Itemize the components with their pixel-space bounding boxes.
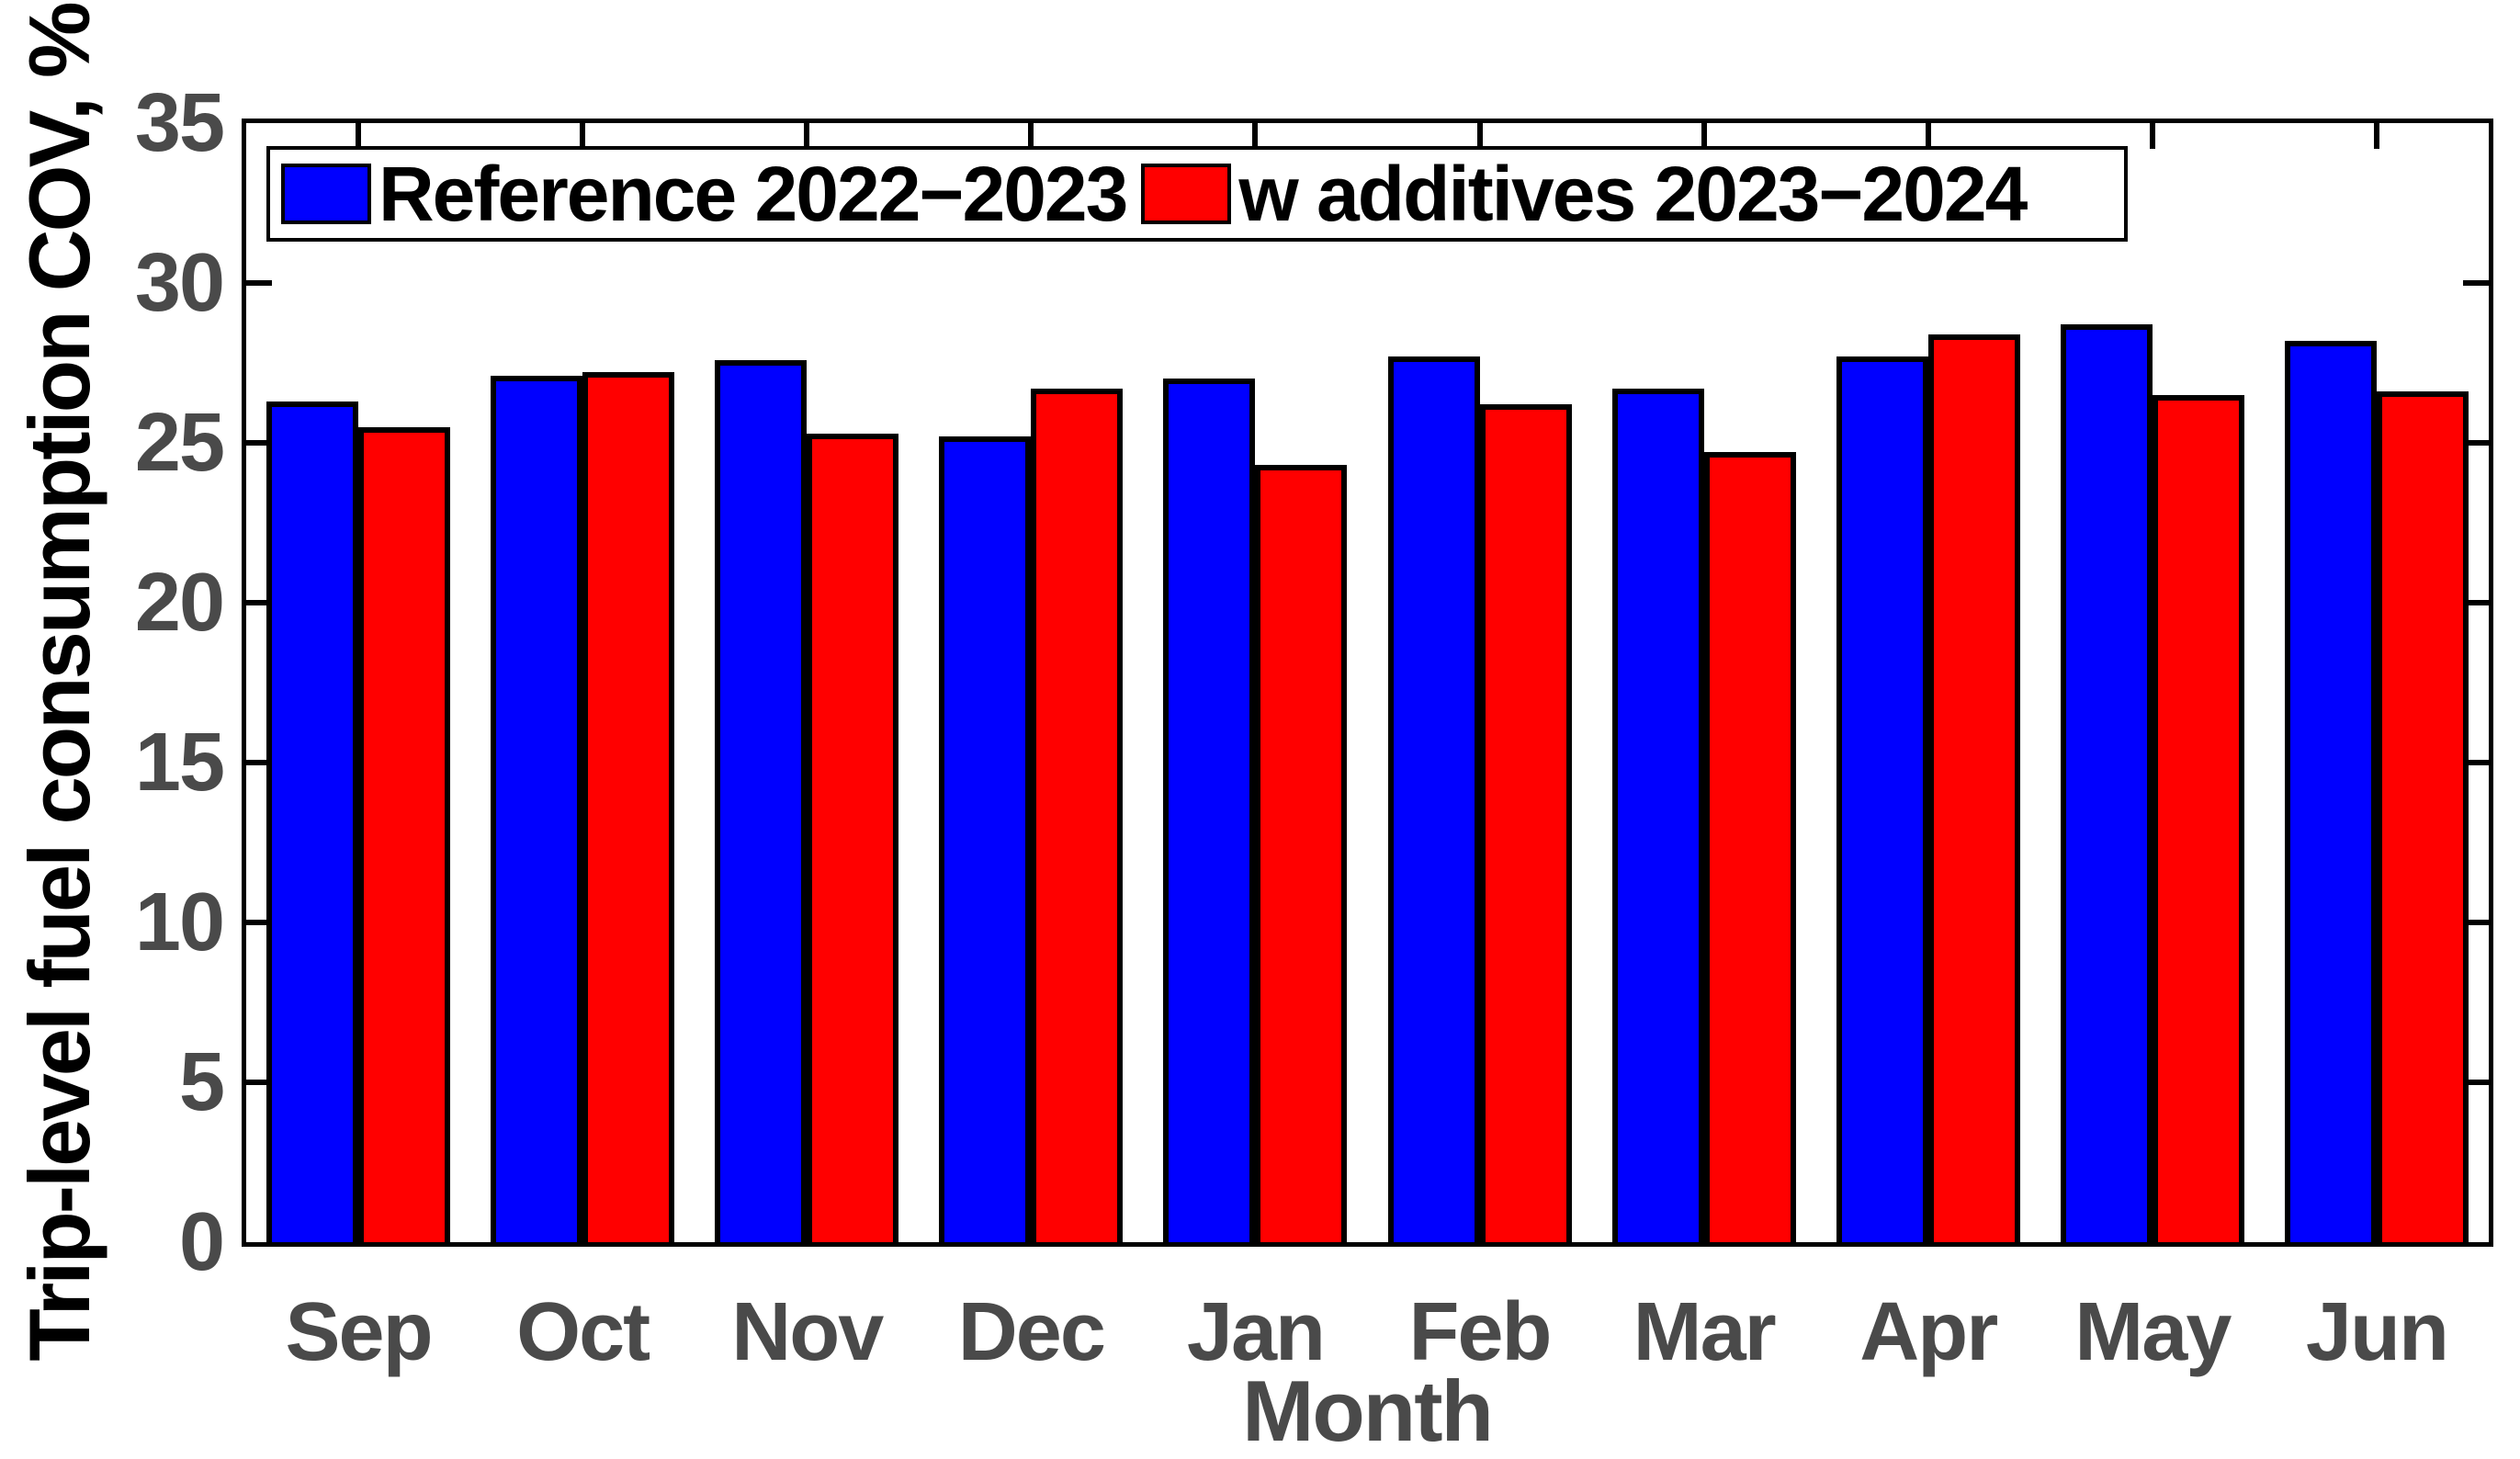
y-tick-mark-left-15 xyxy=(246,760,272,765)
y-tick-label-15: 15 xyxy=(134,717,225,809)
bar-jan-additives xyxy=(1255,465,1348,1242)
y-tick-label-30: 30 xyxy=(134,237,225,329)
y-tick-label-20: 20 xyxy=(134,557,225,649)
bar-oct-additives xyxy=(582,372,675,1242)
x-tick-mark-top-may xyxy=(2149,123,2155,149)
y-tick-mark-left-20 xyxy=(246,600,272,605)
x-tick-mark-top-nov xyxy=(804,123,810,149)
bar-oct-reference xyxy=(491,376,583,1242)
legend: Reference 2022−2023 w additives 2023−202… xyxy=(266,146,2128,242)
x-tick-label-mar: Mar xyxy=(1633,1286,1777,1378)
bar-sep-reference xyxy=(266,402,359,1242)
bar-jun-reference xyxy=(2284,341,2377,1242)
x-tick-label-jun: Jun xyxy=(2305,1286,2449,1378)
bar-dec-reference xyxy=(939,436,1032,1242)
bar-sep-additives xyxy=(358,427,451,1242)
x-tick-mark-top-apr xyxy=(1925,123,1931,149)
y-tick-label-35: 35 xyxy=(134,77,225,169)
bar-feb-additives xyxy=(1479,404,1572,1242)
y-tick-label-5: 5 xyxy=(178,1036,225,1128)
bar-apr-reference xyxy=(1836,356,1928,1242)
legend-item-reference: Reference 2022−2023 xyxy=(281,150,1128,239)
bar-may-additives xyxy=(2152,395,2244,1242)
bar-may-reference xyxy=(2060,324,2153,1242)
bar-nov-additives xyxy=(807,434,899,1242)
x-tick-label-may: May xyxy=(2074,1286,2232,1378)
x-tick-mark-top-jan xyxy=(1252,123,1259,149)
y-tick-mark-right-25 xyxy=(2463,440,2489,446)
plot-area: Reference 2022−2023 w additives 2023−202… xyxy=(242,119,2493,1247)
bar-mar-additives xyxy=(1703,452,1796,1242)
legend-item-additives: w additives 2023−2024 xyxy=(1141,150,2028,239)
bar-dec-additives xyxy=(1031,389,1124,1242)
x-tick-mark-top-dec xyxy=(1028,123,1034,149)
y-tick-mark-left-10 xyxy=(246,920,272,925)
x-tick-label-nov: Nov xyxy=(731,1286,884,1378)
legend-label-additives: w additives 2023−2024 xyxy=(1238,150,2028,237)
x-tick-label-oct: Oct xyxy=(516,1286,650,1378)
y-tick-mark-right-5 xyxy=(2463,1080,2489,1085)
y-tick-label-0: 0 xyxy=(178,1196,225,1288)
x-tick-mark-top-sep xyxy=(356,123,362,149)
legend-label-reference: Reference 2022−2023 xyxy=(379,150,1128,237)
y-tick-mark-right-30 xyxy=(2463,280,2489,286)
x-tick-mark-top-jun xyxy=(2373,123,2379,149)
bar-nov-reference xyxy=(715,360,808,1242)
bar-apr-additives xyxy=(1927,334,2020,1242)
bar-jun-additives xyxy=(2376,391,2469,1242)
legend-swatch-blue-icon xyxy=(281,164,371,224)
y-tick-mark-left-5 xyxy=(246,1080,272,1085)
bar-jan-reference xyxy=(1163,379,1256,1242)
bar-mar-reference xyxy=(1611,389,1704,1242)
x-tick-label-jan: Jan xyxy=(1186,1286,1326,1378)
x-tick-label-apr: Apr xyxy=(1859,1286,1998,1378)
x-tick-mark-top-feb xyxy=(1476,123,1483,149)
x-tick-mark-top-mar xyxy=(1701,123,1707,149)
y-tick-label-25: 25 xyxy=(134,397,225,489)
y-tick-mark-right-15 xyxy=(2463,760,2489,765)
x-tick-label-feb: Feb xyxy=(1408,1286,1553,1378)
legend-swatch-red-icon xyxy=(1141,164,1232,224)
x-tick-label-dec: Dec xyxy=(957,1286,1106,1378)
x-tick-mark-top-oct xyxy=(580,123,586,149)
y-tick-label-10: 10 xyxy=(134,877,225,968)
y-tick-mark-left-25 xyxy=(246,440,272,446)
y-tick-mark-right-10 xyxy=(2463,920,2489,925)
y-tick-mark-right-20 xyxy=(2463,600,2489,605)
y-tick-mark-left-30 xyxy=(246,280,272,286)
x-axis-label: Month xyxy=(1242,1363,1494,1459)
bar-feb-reference xyxy=(1387,356,1480,1242)
x-tick-label-sep: Sep xyxy=(285,1286,434,1378)
